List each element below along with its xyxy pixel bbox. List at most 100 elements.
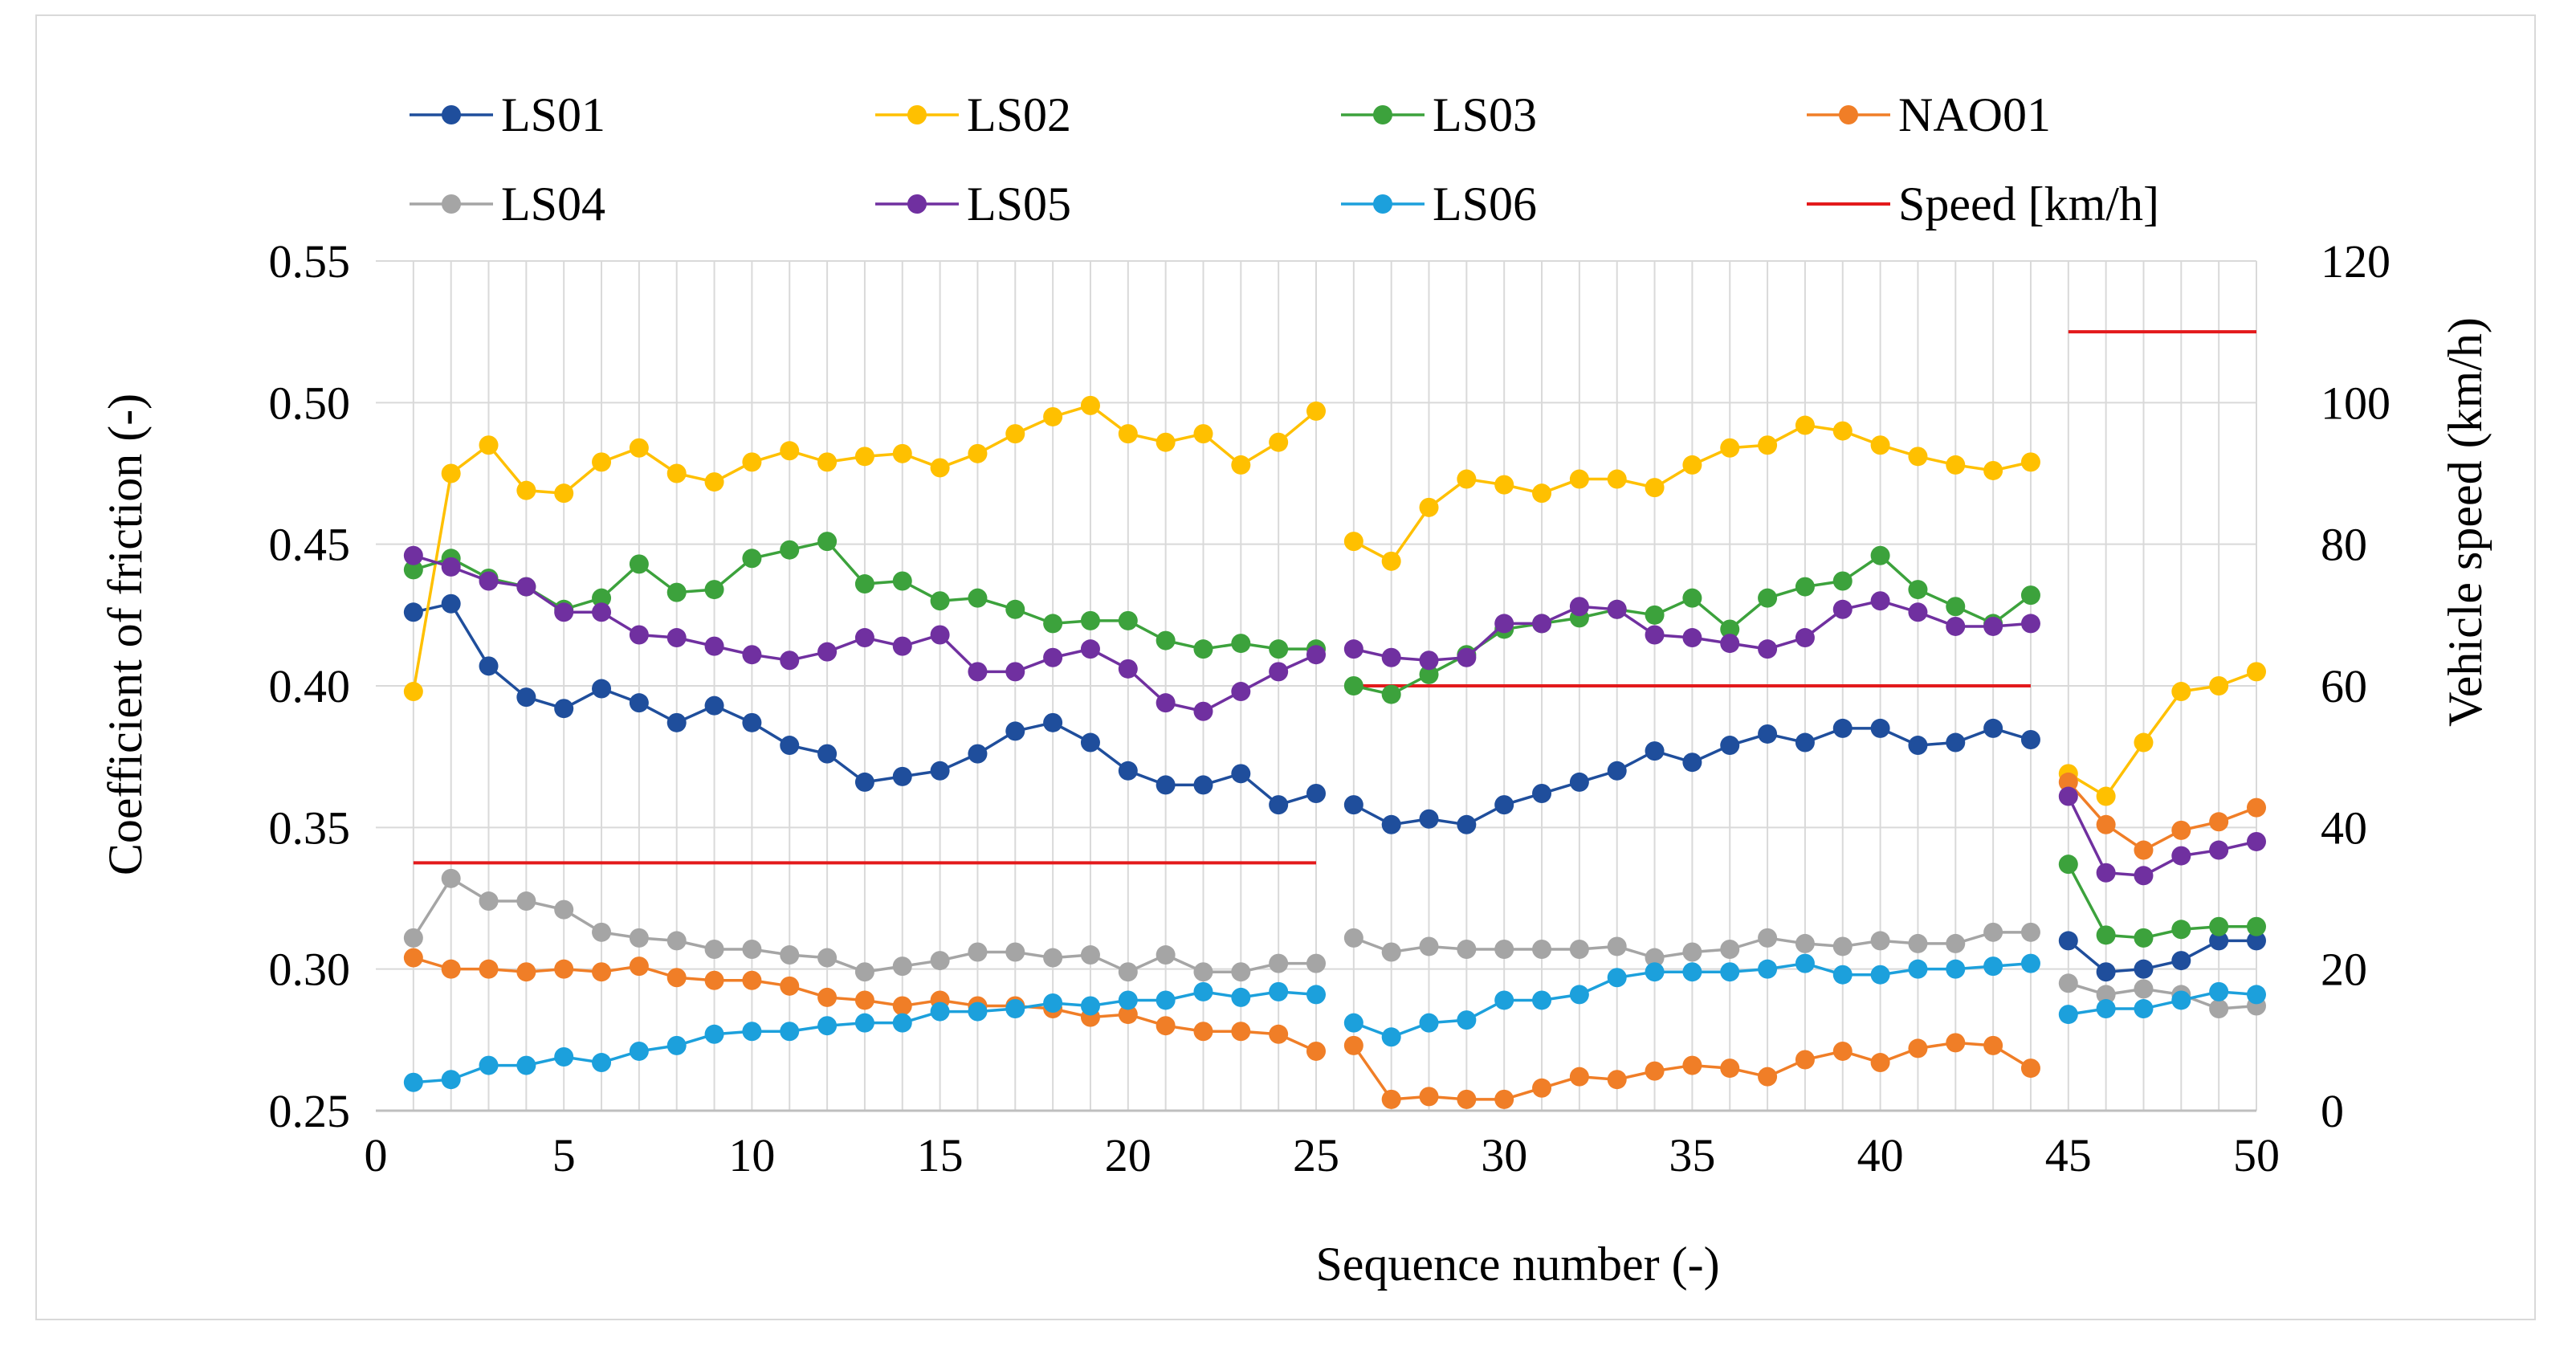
data-point	[742, 1022, 762, 1042]
data-point	[2209, 931, 2229, 951]
data-point	[554, 699, 574, 719]
data-point	[2020, 922, 2040, 942]
data-point	[2209, 676, 2229, 695]
data-point	[1908, 933, 1928, 953]
y-tick-label: 0.40	[269, 660, 351, 712]
data-point	[854, 447, 874, 467]
data-point	[1569, 1067, 1589, 1087]
data-point	[1494, 614, 1514, 634]
data-point	[968, 1001, 988, 1022]
data-point	[1005, 942, 1025, 962]
data-point	[930, 1001, 950, 1022]
data-point	[479, 571, 499, 591]
data-point	[2096, 814, 2116, 834]
data-point	[629, 438, 649, 458]
data-point	[2096, 985, 2116, 1005]
data-point	[892, 636, 912, 656]
data-point	[1343, 676, 1363, 695]
data-point	[1758, 959, 1778, 979]
data-point	[554, 483, 574, 504]
data-point	[1832, 965, 1853, 985]
data-point	[1231, 962, 1251, 982]
data-point	[1607, 469, 1627, 489]
data-point	[1870, 545, 1890, 565]
data-point	[1193, 424, 1213, 444]
data-point	[2134, 999, 2154, 1019]
data-point	[1343, 1035, 1363, 1055]
data-point	[2247, 916, 2266, 936]
data-point	[1832, 599, 1853, 619]
data-point	[1343, 1013, 1363, 1033]
data-point	[930, 458, 950, 478]
data-point	[1457, 647, 1477, 667]
y-tick-label: 0.30	[269, 944, 351, 996]
data-point	[1983, 956, 2003, 977]
data-point	[1306, 401, 1326, 421]
series-line	[2067, 939, 2256, 973]
legend-label: LS04	[501, 177, 605, 230]
data-point	[1795, 1050, 1815, 1070]
y2-tick-label: 80	[2321, 519, 2367, 571]
data-point	[892, 443, 912, 463]
data-point	[1193, 701, 1213, 721]
data-point	[854, 574, 874, 594]
data-point	[854, 990, 874, 1010]
data-point	[1908, 580, 1928, 600]
data-point	[1908, 736, 1928, 756]
data-point	[1457, 814, 1477, 834]
data-point	[817, 987, 838, 1007]
data-point	[2058, 772, 2078, 792]
data-point	[2247, 931, 2266, 951]
data-point	[1682, 588, 1702, 608]
data-point	[592, 1053, 612, 1073]
data-point	[403, 928, 423, 948]
data-point	[629, 956, 649, 977]
data-point	[1043, 406, 1063, 426]
data-point	[1532, 990, 1552, 1010]
data-point	[1457, 1089, 1477, 1109]
data-point	[1607, 761, 1627, 781]
data-point	[1269, 639, 1289, 659]
data-point	[592, 588, 612, 608]
data-point	[1156, 693, 1176, 713]
legend-swatch-marker	[1373, 194, 1392, 214]
data-point	[554, 602, 574, 622]
data-point	[1645, 741, 1665, 761]
data-point	[2096, 962, 2116, 982]
data-point	[479, 656, 499, 676]
data-point	[516, 1055, 536, 1075]
data-point	[1419, 497, 1439, 517]
y2-tick-label: 40	[2321, 801, 2367, 854]
data-point	[1381, 1089, 1401, 1109]
data-point	[1381, 551, 1401, 571]
data-point	[968, 588, 988, 608]
data-point	[1193, 981, 1213, 1001]
data-point	[1080, 639, 1100, 659]
data-point	[1795, 628, 1815, 648]
legend-label: LS02	[967, 88, 1071, 141]
data-point	[1569, 939, 1589, 959]
data-point	[1870, 1053, 1890, 1073]
data-point	[892, 1013, 912, 1033]
data-point	[1607, 936, 1627, 956]
data-point	[2247, 831, 2266, 851]
data-point	[1156, 990, 1176, 1010]
data-point	[1569, 597, 1589, 617]
data-point	[479, 1055, 499, 1075]
series-line	[2067, 670, 2257, 798]
data-point	[2134, 928, 2154, 948]
data-point	[2058, 1005, 2078, 1025]
data-point	[2020, 614, 2040, 634]
y-tick-label: 0.45	[269, 519, 351, 571]
data-point	[930, 761, 950, 781]
data-point	[704, 472, 724, 492]
data-point	[1532, 614, 1552, 634]
y2-tick-label: 60	[2321, 660, 2367, 712]
data-point	[854, 772, 874, 792]
legend-swatch-marker	[1839, 105, 1858, 124]
data-point	[1118, 659, 1138, 679]
data-point	[1494, 475, 1514, 495]
data-point	[592, 679, 612, 699]
data-point	[441, 868, 461, 888]
